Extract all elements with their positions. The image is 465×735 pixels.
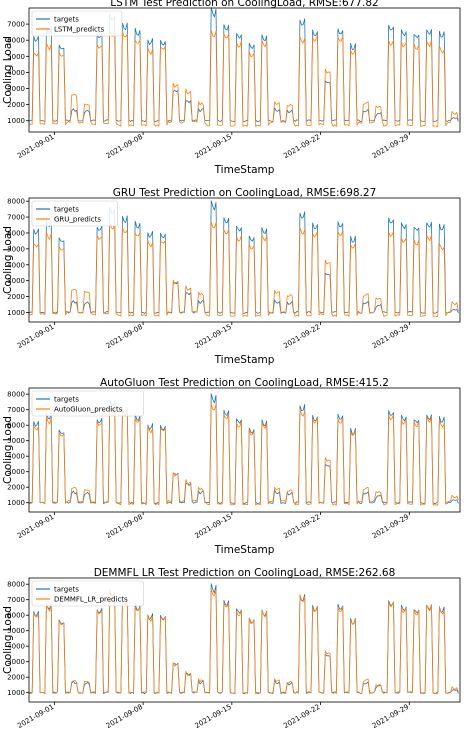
x-tick-label: 2021-09-15 xyxy=(194,133,233,160)
y-axis-label: Cooling Load xyxy=(2,226,14,294)
y-tick-label: 1000 xyxy=(7,689,25,697)
chart-title: LSTM Test Prediction on CoolingLoad, RMS… xyxy=(110,0,378,9)
legend-label: targets xyxy=(54,396,79,404)
x-tick-label: 2021-09-29 xyxy=(371,323,410,350)
axes-frame xyxy=(28,387,461,513)
y-tick-label: 6000 xyxy=(7,422,25,430)
x-tick-label: 2021-09-22 xyxy=(282,323,321,350)
x-axis-label: TimeStamp xyxy=(214,164,275,176)
x-tick-label: 2021-09-08 xyxy=(105,703,144,730)
y-tick-label: 3000 xyxy=(7,85,25,93)
y-tick-label: 3000 xyxy=(7,277,25,285)
legend-label: AutoGluon_predicts xyxy=(54,406,123,414)
y-tick-label: 2000 xyxy=(7,484,25,492)
x-tick-label: 2021-09-22 xyxy=(282,513,321,540)
y-tick-label: 2000 xyxy=(7,101,25,109)
y-tick-label: 4000 xyxy=(7,261,25,269)
series-line-GRU_predicts xyxy=(28,221,459,317)
y-tick-label: 1000 xyxy=(7,309,25,317)
legend-label: DEMMFL_LR_predicts xyxy=(54,596,128,604)
legend-label: targets xyxy=(54,206,79,214)
axes-frame xyxy=(28,197,461,323)
legend-label: targets xyxy=(54,16,79,24)
y-tick-label: 4000 xyxy=(7,69,25,77)
x-tick-label: 2021-09-15 xyxy=(194,323,233,350)
y-axis-label: Cooling Load xyxy=(2,416,14,484)
y-tick-label: 6000 xyxy=(7,37,25,45)
legend-box xyxy=(31,10,123,37)
chart-title: GRU Test Prediction on CoolingLoad, RMSE… xyxy=(113,187,377,199)
legend-box xyxy=(31,390,144,417)
x-tick-label: 2021-09-22 xyxy=(282,133,321,160)
series-line-DEMMFL_LR_predicts xyxy=(28,588,459,695)
y-tick-label: 1000 xyxy=(7,117,25,125)
y-tick-label: 6000 xyxy=(7,612,25,620)
series-line-AutoGluon_predicts xyxy=(28,402,459,506)
x-tick-label: 2021-09-01 xyxy=(16,513,55,540)
x-axis-label: TimeStamp xyxy=(214,544,275,556)
y-axis-label: Cooling Load xyxy=(2,36,14,104)
x-tick-label: 2021-09-29 xyxy=(371,513,410,540)
series-line-targets xyxy=(28,583,459,695)
series-line-LSTM_predicts xyxy=(28,29,459,127)
x-tick-label: 2021-09-15 xyxy=(194,703,233,730)
x-tick-label: 2021-09-15 xyxy=(194,513,233,540)
x-tick-label: 2021-09-29 xyxy=(371,133,410,160)
x-tick-label: 2021-09-01 xyxy=(16,323,55,350)
legend-box xyxy=(31,580,144,607)
legend-box xyxy=(31,200,118,227)
y-tick-label: 5000 xyxy=(7,627,25,635)
y-tick-label: 4000 xyxy=(7,453,25,461)
legend-label: GRU_predicts xyxy=(54,216,101,224)
y-axis-label: Cooling Load xyxy=(2,606,14,674)
y-tick-label: 8000 xyxy=(7,198,25,206)
y-tick-label: 8000 xyxy=(7,391,25,399)
y-tick-label: 7000 xyxy=(7,406,25,414)
y-tick-label: 5000 xyxy=(7,245,25,253)
y-tick-label: 2000 xyxy=(7,674,25,682)
y-tick-label: 3000 xyxy=(7,468,25,476)
subplot-3: AutoGluon Test Prediction on CoolingLoad… xyxy=(2,377,461,556)
legend-label: LSTM_predicts xyxy=(54,26,105,34)
y-tick-label: 7000 xyxy=(7,21,25,29)
legend: targets LSTM_predicts xyxy=(31,10,123,37)
y-tick-label: 1000 xyxy=(7,499,25,507)
x-axis-label: TimeStamp xyxy=(214,354,275,366)
legend: targets GRU_predicts xyxy=(31,200,118,227)
y-tick-label: 3000 xyxy=(7,658,25,666)
x-tick-label: 2021-09-08 xyxy=(105,133,144,160)
legend: targets AutoGluon_predicts xyxy=(31,390,144,417)
series-group xyxy=(28,200,459,317)
x-tick-label: 2021-09-08 xyxy=(105,323,144,350)
y-tick-label: 4000 xyxy=(7,643,25,651)
y-tick-label: 7000 xyxy=(7,214,25,222)
x-tick-label: 2021-09-22 xyxy=(282,703,321,730)
axes-frame xyxy=(28,7,461,133)
x-tick-label: 2021-09-01 xyxy=(16,133,55,160)
subplot-4: DEMMFL LR Test Prediction on CoolingLoad… xyxy=(2,567,461,735)
y-tick-label: 8000 xyxy=(7,581,25,589)
y-tick-label: 6000 xyxy=(7,229,25,237)
legend: targets DEMMFL_LR_predicts xyxy=(31,580,144,607)
y-tick-label: 7000 xyxy=(7,596,25,604)
axes-frame xyxy=(28,577,461,703)
x-tick-label: 2021-09-08 xyxy=(105,513,144,540)
subplot-1: LSTM Test Prediction on CoolingLoad, RMS… xyxy=(2,0,461,176)
y-tick-label: 5000 xyxy=(7,437,25,445)
y-tick-label: 2000 xyxy=(7,293,25,301)
subplot-2: GRU Test Prediction on CoolingLoad, RMSE… xyxy=(2,187,461,366)
series-group xyxy=(28,393,459,506)
x-tick-label: 2021-09-01 xyxy=(16,703,55,730)
chart-title: DEMMFL LR Test Prediction on CoolingLoad… xyxy=(94,567,396,579)
series-group xyxy=(28,583,459,695)
chart-title: AutoGluon Test Prediction on CoolingLoad… xyxy=(100,377,389,389)
legend-label: targets xyxy=(54,586,79,594)
x-tick-label: 2021-09-29 xyxy=(371,703,410,730)
y-tick-label: 5000 xyxy=(7,53,25,61)
